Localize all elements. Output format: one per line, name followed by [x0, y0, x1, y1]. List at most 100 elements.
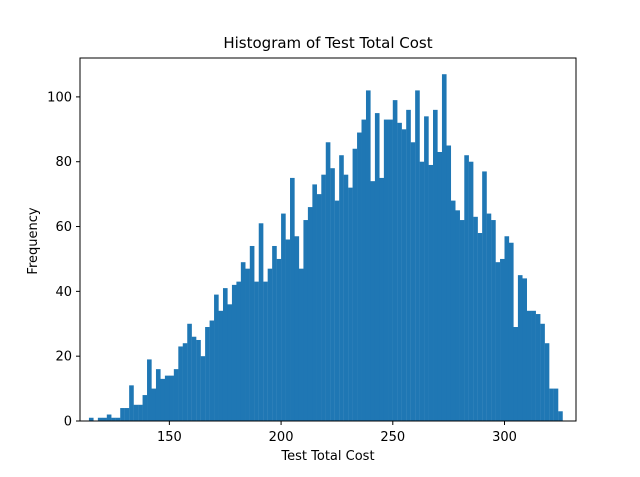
histogram-bar-89: [486, 213, 492, 421]
histogram-bar-36: [249, 245, 255, 421]
histogram-bar-21: [182, 343, 188, 421]
y-axis-ticks: 0 20 40 60 80 100: [47, 90, 80, 430]
histogram-bar-53: [325, 142, 331, 421]
histogram-bar-11: [138, 404, 143, 421]
histogram-bar-84: [464, 155, 469, 422]
histogram-bar-93: [504, 236, 510, 421]
histogram-bar-23: [191, 336, 197, 421]
histogram-bar-48: [303, 220, 309, 421]
histogram-bar-8: [124, 408, 130, 421]
histogram-bar-70: [401, 129, 407, 422]
histogram-bar-34: [240, 262, 246, 421]
histogram-bar-69: [397, 122, 402, 421]
y-axis-label: Frequency: [26, 207, 41, 274]
histogram-bar-75: [424, 116, 429, 421]
chart-title: Histogram of Test Total Cost: [223, 34, 432, 52]
histogram-bar-58: [348, 187, 353, 421]
histogram-bar-18: [169, 375, 174, 422]
histogram-bar-3: [102, 417, 107, 421]
histogram-bar-40: [267, 268, 273, 421]
histogram-bar-105: [558, 411, 563, 421]
histogram-bar-74: [419, 161, 425, 421]
x-tick-label: 200: [269, 430, 294, 445]
histogram-bar-100: [535, 314, 541, 421]
histogram-bar-64: [374, 113, 380, 421]
histogram-bar-66: [383, 119, 389, 421]
plot-frame: [79, 57, 577, 422]
histogram-bar-98: [526, 310, 532, 421]
histogram-bar-60: [357, 132, 362, 422]
histogram-bar-51: [316, 194, 322, 422]
histogram-bar-71: [406, 109, 411, 422]
histogram-bar-103: [549, 388, 554, 421]
histogram-bar-9: [129, 385, 134, 421]
x-axis-label: Test Total Cost: [280, 449, 374, 464]
histogram-bar-6: [115, 417, 121, 421]
histogram-bar-62: [365, 90, 371, 421]
y-tick-label: 60: [55, 220, 72, 235]
histogram-bar-86: [473, 216, 478, 421]
histogram-bar-24: [196, 339, 201, 421]
histogram-bar-44: [285, 239, 291, 421]
histogram-bar-80: [446, 145, 452, 421]
histogram-bar-37: [254, 281, 259, 421]
histogram-bar-43: [281, 213, 286, 421]
x-tick-label: 300: [492, 430, 517, 445]
histogram-bar-42: [276, 258, 282, 421]
histogram-bar-82: [455, 210, 460, 421]
histogram-bar-56: [339, 155, 344, 422]
histogram-bar-15: [155, 369, 161, 421]
histogram-bar-91: [495, 262, 501, 421]
histogram-bar-2: [97, 417, 103, 421]
histogram-bar-63: [370, 181, 376, 421]
histogram-bar-22: [187, 323, 192, 421]
histogram-bar-45: [290, 177, 295, 421]
histogram-bar-16: [160, 378, 166, 421]
x-tick-label: 250: [380, 430, 405, 445]
histogram-bar-25: [200, 356, 206, 421]
histogram-bar-94: [508, 242, 514, 421]
histogram-bar-29: [218, 310, 224, 421]
histogram-bar-4: [106, 414, 112, 421]
histogram-bar-49: [307, 207, 313, 421]
histogram-bar-46: [294, 236, 300, 421]
histogram-bar-101: [540, 323, 545, 421]
histogram-bar-57: [343, 174, 349, 421]
histogram-bar-79: [441, 74, 447, 422]
histogram-bar-13: [147, 359, 152, 421]
histogram-bar-95: [513, 327, 519, 421]
histogram-bar-30: [222, 288, 228, 421]
histogram-bar-52: [321, 174, 326, 421]
y-tick-label: 40: [55, 285, 72, 300]
histogram-bar-10: [133, 404, 139, 421]
histogram-bar-0: [88, 417, 94, 421]
histogram-bar-31: [227, 304, 233, 421]
histogram-bar-27: [209, 320, 215, 421]
histogram-bar-68: [392, 100, 398, 421]
histogram-bar-41: [272, 245, 277, 421]
histogram-bar-32: [231, 284, 237, 422]
y-tick-label: 80: [55, 155, 72, 170]
histogram-bar-59: [352, 148, 358, 421]
histogram-bar-92: [500, 258, 505, 421]
histogram-bar-5: [111, 417, 116, 421]
histogram-bar-67: [388, 119, 393, 421]
x-tick-label: 150: [157, 430, 182, 445]
bars-group: [88, 74, 563, 422]
histogram-bar-54: [330, 168, 335, 421]
histogram-bar-99: [531, 310, 536, 421]
y-tick-label: 0: [64, 415, 72, 430]
x-axis-ticks: 150 200 250 300: [157, 421, 517, 445]
histogram-bar-19: [173, 369, 179, 421]
histogram-bar-20: [178, 346, 183, 421]
histogram-bar-65: [379, 177, 385, 421]
histogram-bar-61: [361, 119, 367, 421]
histogram-bar-77: [433, 109, 438, 422]
histogram-bar-47: [298, 268, 304, 421]
histogram-bar-33: [236, 281, 242, 421]
histogram-bar-38: [258, 223, 264, 421]
histogram-bar-72: [410, 142, 416, 421]
histogram-bar-90: [491, 220, 496, 421]
